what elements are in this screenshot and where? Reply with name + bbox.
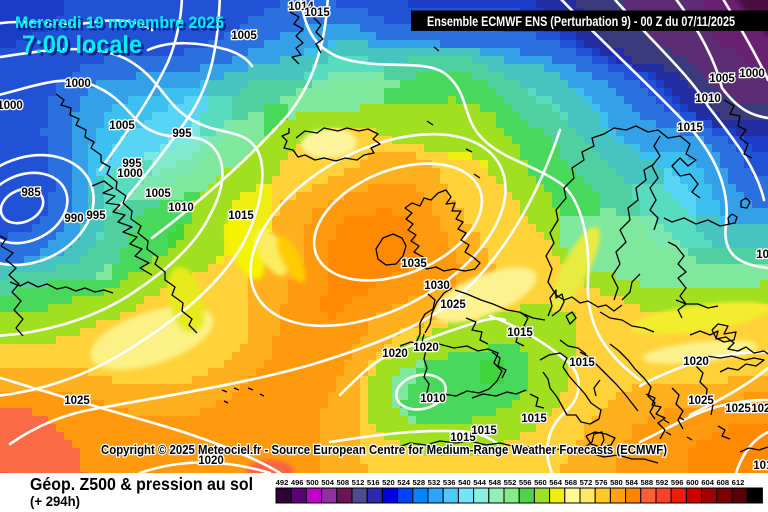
svg-text:1005: 1005 xyxy=(231,30,257,42)
svg-text:588: 588 xyxy=(640,478,653,487)
svg-text:1015: 1015 xyxy=(450,432,476,444)
svg-text:1000: 1000 xyxy=(0,100,23,112)
svg-text:1020: 1020 xyxy=(413,342,439,354)
svg-text:1000: 1000 xyxy=(65,78,91,90)
svg-text:612: 612 xyxy=(732,478,745,487)
svg-text:512: 512 xyxy=(352,478,365,487)
svg-text:1020: 1020 xyxy=(198,455,224,467)
svg-text:995: 995 xyxy=(86,210,106,222)
svg-text:600: 600 xyxy=(686,478,699,487)
svg-text:1025: 1025 xyxy=(688,395,714,407)
svg-text:Copyright © 2025 Meteociel.fr: Copyright © 2025 Meteociel.fr - Source E… xyxy=(101,443,667,457)
svg-text:596: 596 xyxy=(671,478,684,487)
svg-text:576: 576 xyxy=(595,478,608,487)
svg-text:540: 540 xyxy=(458,478,471,487)
svg-text:1015: 1015 xyxy=(471,425,497,437)
svg-text:985: 985 xyxy=(21,187,41,199)
svg-text:592: 592 xyxy=(656,478,669,487)
svg-text:Mercredi 19 novembre 2025: Mercredi 19 novembre 2025 xyxy=(18,16,227,35)
svg-text:1020: 1020 xyxy=(683,356,709,368)
svg-text:Ensemble ECMWF ENS (Perturbat: Ensemble ECMWF ENS (Perturbation 9) - 00… xyxy=(427,14,735,29)
svg-text:1010: 1010 xyxy=(420,393,446,405)
svg-text:492: 492 xyxy=(276,478,289,487)
svg-text:536: 536 xyxy=(443,478,456,487)
svg-text:995: 995 xyxy=(122,158,142,170)
svg-text:584: 584 xyxy=(625,478,638,487)
svg-text:Mercredi 19 novembre 2025: Mercredi 19 novembre 2025 xyxy=(15,13,224,32)
svg-text:1030: 1030 xyxy=(424,280,450,292)
svg-text:1015: 1015 xyxy=(753,460,768,472)
svg-text:1035: 1035 xyxy=(401,258,427,270)
svg-text:1005: 1005 xyxy=(145,188,171,200)
svg-text:Géop. Z500 & pression au sol: Géop. Z500 & pression au sol xyxy=(30,474,253,494)
svg-text:528: 528 xyxy=(412,478,425,487)
svg-text:1015: 1015 xyxy=(507,327,533,339)
svg-text:1015: 1015 xyxy=(521,413,547,425)
svg-text:1015: 1015 xyxy=(228,210,254,222)
svg-text:508: 508 xyxy=(336,478,349,487)
svg-text:516: 516 xyxy=(367,478,380,487)
svg-text:1005: 1005 xyxy=(709,73,735,85)
svg-text:7:00 locale: 7:00 locale xyxy=(25,34,145,62)
svg-text:(+ 294h): (+ 294h) xyxy=(30,494,80,509)
svg-text:1025: 1025 xyxy=(751,403,768,415)
svg-text:532: 532 xyxy=(428,478,441,487)
svg-text:608: 608 xyxy=(716,478,729,487)
svg-text:524: 524 xyxy=(397,478,410,487)
svg-text:1015: 1015 xyxy=(677,122,703,134)
svg-text:1014: 1014 xyxy=(288,1,314,13)
svg-text:1015: 1015 xyxy=(304,7,330,19)
svg-text:552: 552 xyxy=(504,478,517,487)
svg-text:1015: 1015 xyxy=(569,357,595,369)
svg-text:504: 504 xyxy=(321,478,334,487)
svg-text:564: 564 xyxy=(549,478,562,487)
svg-text:560: 560 xyxy=(534,478,547,487)
svg-text:520: 520 xyxy=(382,478,395,487)
svg-text:556: 556 xyxy=(519,478,532,487)
svg-text:1010: 1010 xyxy=(168,202,194,214)
svg-text:990: 990 xyxy=(64,213,83,225)
svg-text:7:00 locale: 7:00 locale xyxy=(22,31,142,59)
svg-text:1005: 1005 xyxy=(109,120,135,132)
svg-text:572: 572 xyxy=(580,478,593,487)
svg-text:580: 580 xyxy=(610,478,623,487)
svg-text:1020: 1020 xyxy=(756,249,768,261)
svg-text:1000: 1000 xyxy=(117,168,143,180)
svg-text:1010: 1010 xyxy=(695,93,721,105)
svg-text:1000: 1000 xyxy=(739,68,765,80)
svg-text:568: 568 xyxy=(564,478,577,487)
svg-text:1025: 1025 xyxy=(725,403,751,415)
svg-text:1020: 1020 xyxy=(382,348,408,360)
svg-text:496: 496 xyxy=(291,478,304,487)
svg-text:1025: 1025 xyxy=(64,395,90,407)
svg-text:500: 500 xyxy=(306,478,319,487)
svg-text:544: 544 xyxy=(473,478,486,487)
svg-text:548: 548 xyxy=(488,478,501,487)
svg-text:1025: 1025 xyxy=(440,299,466,311)
svg-text:604: 604 xyxy=(701,478,714,487)
svg-text:995: 995 xyxy=(172,128,192,140)
